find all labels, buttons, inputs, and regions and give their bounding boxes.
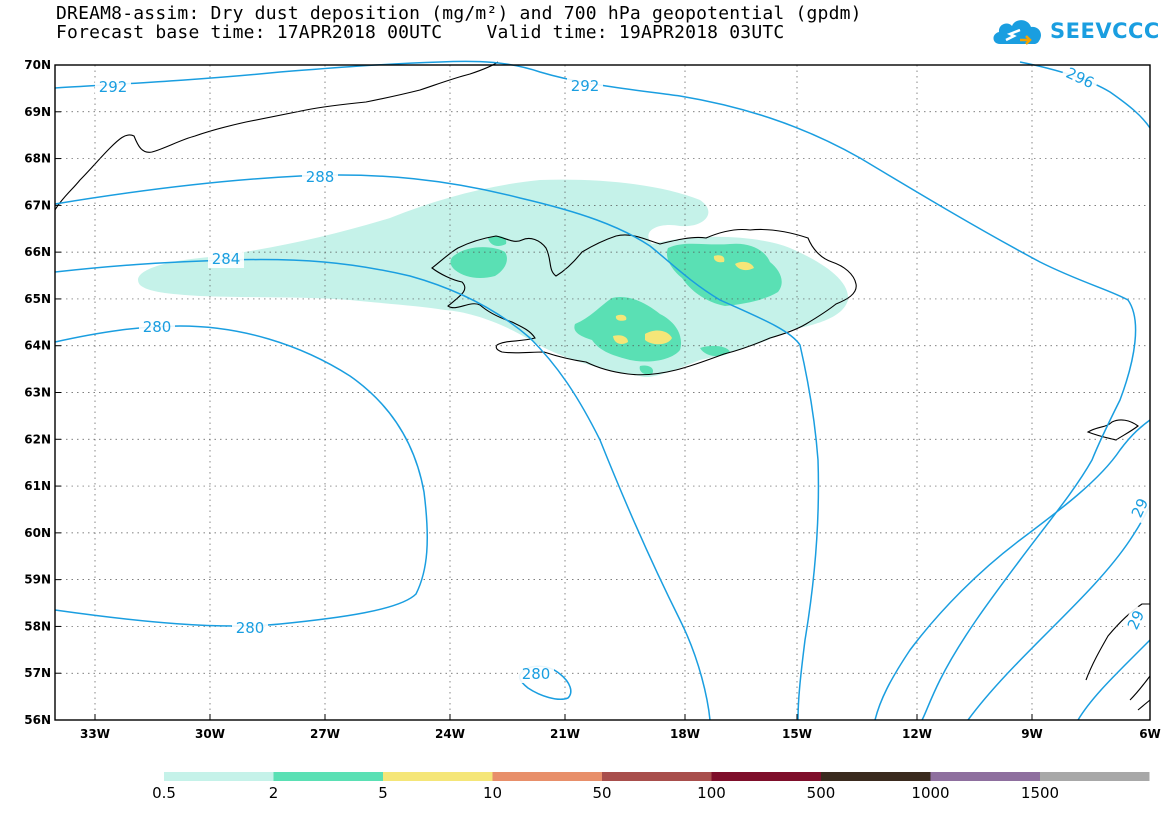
geopotential-contours bbox=[54, 60, 1151, 721]
seevccc-logo: SEEVCCC bbox=[990, 14, 1160, 48]
svg-text:288: 288 bbox=[306, 168, 335, 186]
legend-swatch bbox=[711, 772, 821, 781]
contour-label: 292 bbox=[567, 77, 603, 95]
contour-288-line bbox=[54, 174, 820, 721]
iceland-coast bbox=[431, 228, 857, 376]
contour-label: 280 bbox=[232, 619, 268, 637]
greenland-coast bbox=[54, 61, 499, 211]
lat-label: 67N bbox=[24, 198, 51, 212]
svg-text:284: 284 bbox=[212, 250, 241, 268]
lon-label: 27W bbox=[310, 727, 340, 741]
contour-label: 284 bbox=[208, 250, 244, 268]
contour-label: 280 bbox=[139, 318, 175, 336]
lat-label: 63N bbox=[24, 386, 51, 400]
legend-swatch bbox=[821, 772, 931, 781]
legend-label: 2 bbox=[268, 784, 279, 802]
legend-swatch bbox=[930, 772, 1040, 781]
legend-label: 0.5 bbox=[152, 784, 176, 802]
lon-label: 9W bbox=[1021, 727, 1043, 741]
lon-label: 6W bbox=[1139, 727, 1161, 741]
lat-label: 62N bbox=[24, 432, 51, 446]
contour-29x-line-a bbox=[874, 419, 1151, 721]
lat-label: 65N bbox=[24, 292, 51, 306]
legend-colorbar bbox=[164, 772, 1150, 781]
legend-swatch bbox=[273, 772, 383, 781]
legend-label: 100 bbox=[697, 784, 726, 802]
contour-label: 292 bbox=[95, 78, 131, 96]
legend-label: 500 bbox=[806, 784, 836, 802]
logo-text: SEEVCCC bbox=[1050, 19, 1160, 43]
contour-label: 29 bbox=[1122, 604, 1150, 636]
lon-label: 15W bbox=[782, 727, 812, 741]
graticule bbox=[55, 65, 1150, 720]
legend-label: 10 bbox=[482, 784, 503, 802]
legend-label: 1000 bbox=[911, 784, 950, 802]
lon-label: 21W bbox=[550, 727, 580, 741]
contour-292-line bbox=[54, 60, 1137, 721]
lat-label: 58N bbox=[24, 619, 51, 633]
coastline-layer bbox=[54, 61, 1151, 711]
lon-label: 30W bbox=[195, 727, 225, 741]
map-title: DREAM8-assim: Dry dust deposition (mg/m²… bbox=[56, 3, 862, 24]
lat-label: 69N bbox=[24, 105, 51, 119]
lat-label: 61N bbox=[24, 479, 51, 493]
latitude-labels: 70N 69N 68N 67N 66N 65N 64N 63N 62N 61N 60N 59N 58N 5… bbox=[24, 58, 61, 727]
contour-label: 296 bbox=[1059, 62, 1101, 94]
contour-296-line bbox=[1019, 61, 1151, 129]
legend-label: 1500 bbox=[1020, 784, 1060, 802]
legend-swatch bbox=[383, 772, 493, 781]
legend-swatch bbox=[492, 772, 602, 781]
legend-swatch bbox=[602, 772, 712, 781]
legend-label: 50 bbox=[592, 784, 612, 802]
svg-text:292: 292 bbox=[571, 77, 600, 95]
contour-label: 280 bbox=[518, 665, 554, 683]
dust-area-mid-west bbox=[450, 236, 507, 278]
map-subtitle: Forecast base time: 17APR2018 00UTC Vali… bbox=[56, 22, 785, 43]
svg-text:280: 280 bbox=[522, 665, 551, 683]
contour-29x-line-c bbox=[1077, 639, 1151, 721]
lat-label: 66N bbox=[24, 245, 51, 259]
lon-label: 18W bbox=[670, 727, 700, 741]
faroe-coast bbox=[1086, 419, 1139, 441]
contour-29x-line-b bbox=[967, 504, 1151, 721]
lon-label: 24W bbox=[435, 727, 465, 741]
cloud-icon bbox=[993, 20, 1042, 45]
legend-swatch bbox=[164, 772, 274, 781]
lat-label: 68N bbox=[24, 152, 51, 166]
dust-area-mid-east bbox=[666, 243, 782, 306]
lat-label: 64N bbox=[24, 339, 51, 353]
lat-label: 59N bbox=[24, 573, 51, 587]
svg-text:280: 280 bbox=[143, 318, 172, 336]
lon-label: 12W bbox=[902, 727, 932, 741]
lat-label: 56N bbox=[24, 713, 51, 727]
svg-text:292: 292 bbox=[99, 78, 128, 96]
lat-label: 57N bbox=[24, 666, 51, 680]
legend-label: 5 bbox=[378, 784, 388, 802]
lat-label: 60N bbox=[24, 526, 51, 540]
lat-label: 70N bbox=[24, 58, 51, 72]
longitude-labels: 33W 30W 27W 24W 21W 18W 15W 12W 9W 6W bbox=[80, 714, 1161, 741]
svg-text:280: 280 bbox=[236, 619, 265, 637]
contour-280-main-line bbox=[54, 325, 429, 627]
contour-label: 288 bbox=[302, 168, 338, 186]
legend-swatch bbox=[1040, 772, 1150, 781]
dust-layer bbox=[138, 179, 849, 378]
lon-label: 33W bbox=[80, 727, 110, 741]
dust-area-high bbox=[613, 255, 754, 345]
